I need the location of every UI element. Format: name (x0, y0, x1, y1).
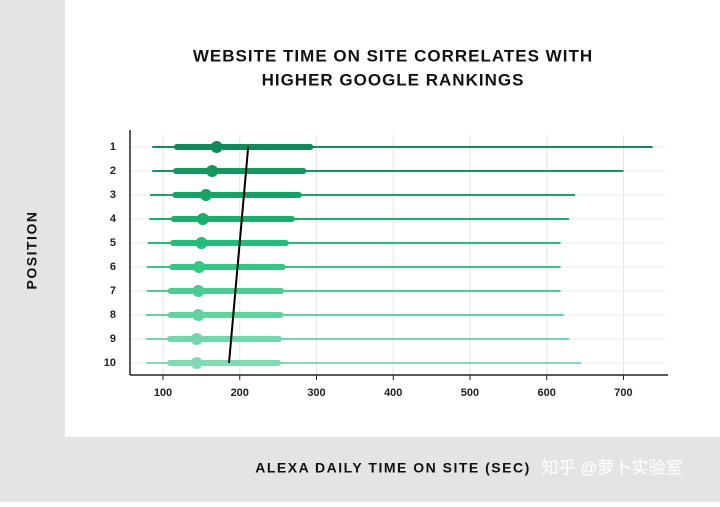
chart-title: HIGHER GOOGLE RANKINGS (262, 70, 525, 89)
x-axis-title: ALEXA DAILY TIME ON SITE (SEC) (255, 460, 531, 476)
watermark: 知乎 @萝卜实验室 (542, 458, 683, 477)
median-dot (192, 285, 205, 297)
x-band (65, 437, 720, 502)
median-dot (199, 189, 212, 201)
median-dot (192, 309, 205, 321)
y-tick-label: 7 (110, 285, 116, 297)
y-tick-label: 10 (104, 357, 116, 369)
x-tick-label: 200 (231, 387, 249, 399)
y-tick-label: 4 (110, 213, 117, 225)
y-tick-label: 8 (110, 309, 116, 321)
x-tick-label: 300 (307, 387, 325, 399)
y-tick-label: 2 (110, 165, 116, 177)
y-tick-label: 1 (110, 141, 116, 153)
x-tick-label: 700 (614, 387, 632, 399)
chart-title: WEBSITE TIME ON SITE CORRELATES WITH (193, 46, 593, 65)
median-dot (190, 357, 203, 369)
y-band (0, 0, 65, 502)
y-tick-label: 6 (110, 261, 116, 273)
x-tick-label: 400 (384, 387, 402, 399)
x-tick-label: 100 (154, 387, 172, 399)
y-tick-label: 3 (110, 189, 116, 201)
median-dot (190, 333, 203, 345)
median-dot (196, 213, 209, 225)
x-tick-label: 500 (461, 387, 479, 399)
y-tick-label: 5 (110, 237, 116, 249)
x-tick-label: 600 (538, 387, 556, 399)
median-dot (193, 261, 206, 273)
y-tick-label: 9 (110, 333, 116, 345)
trend-line (228, 146, 250, 364)
median-dot (195, 237, 208, 249)
median-dot (210, 141, 223, 153)
y-axis-title: POSITION (24, 211, 40, 290)
median-dot (206, 165, 219, 177)
